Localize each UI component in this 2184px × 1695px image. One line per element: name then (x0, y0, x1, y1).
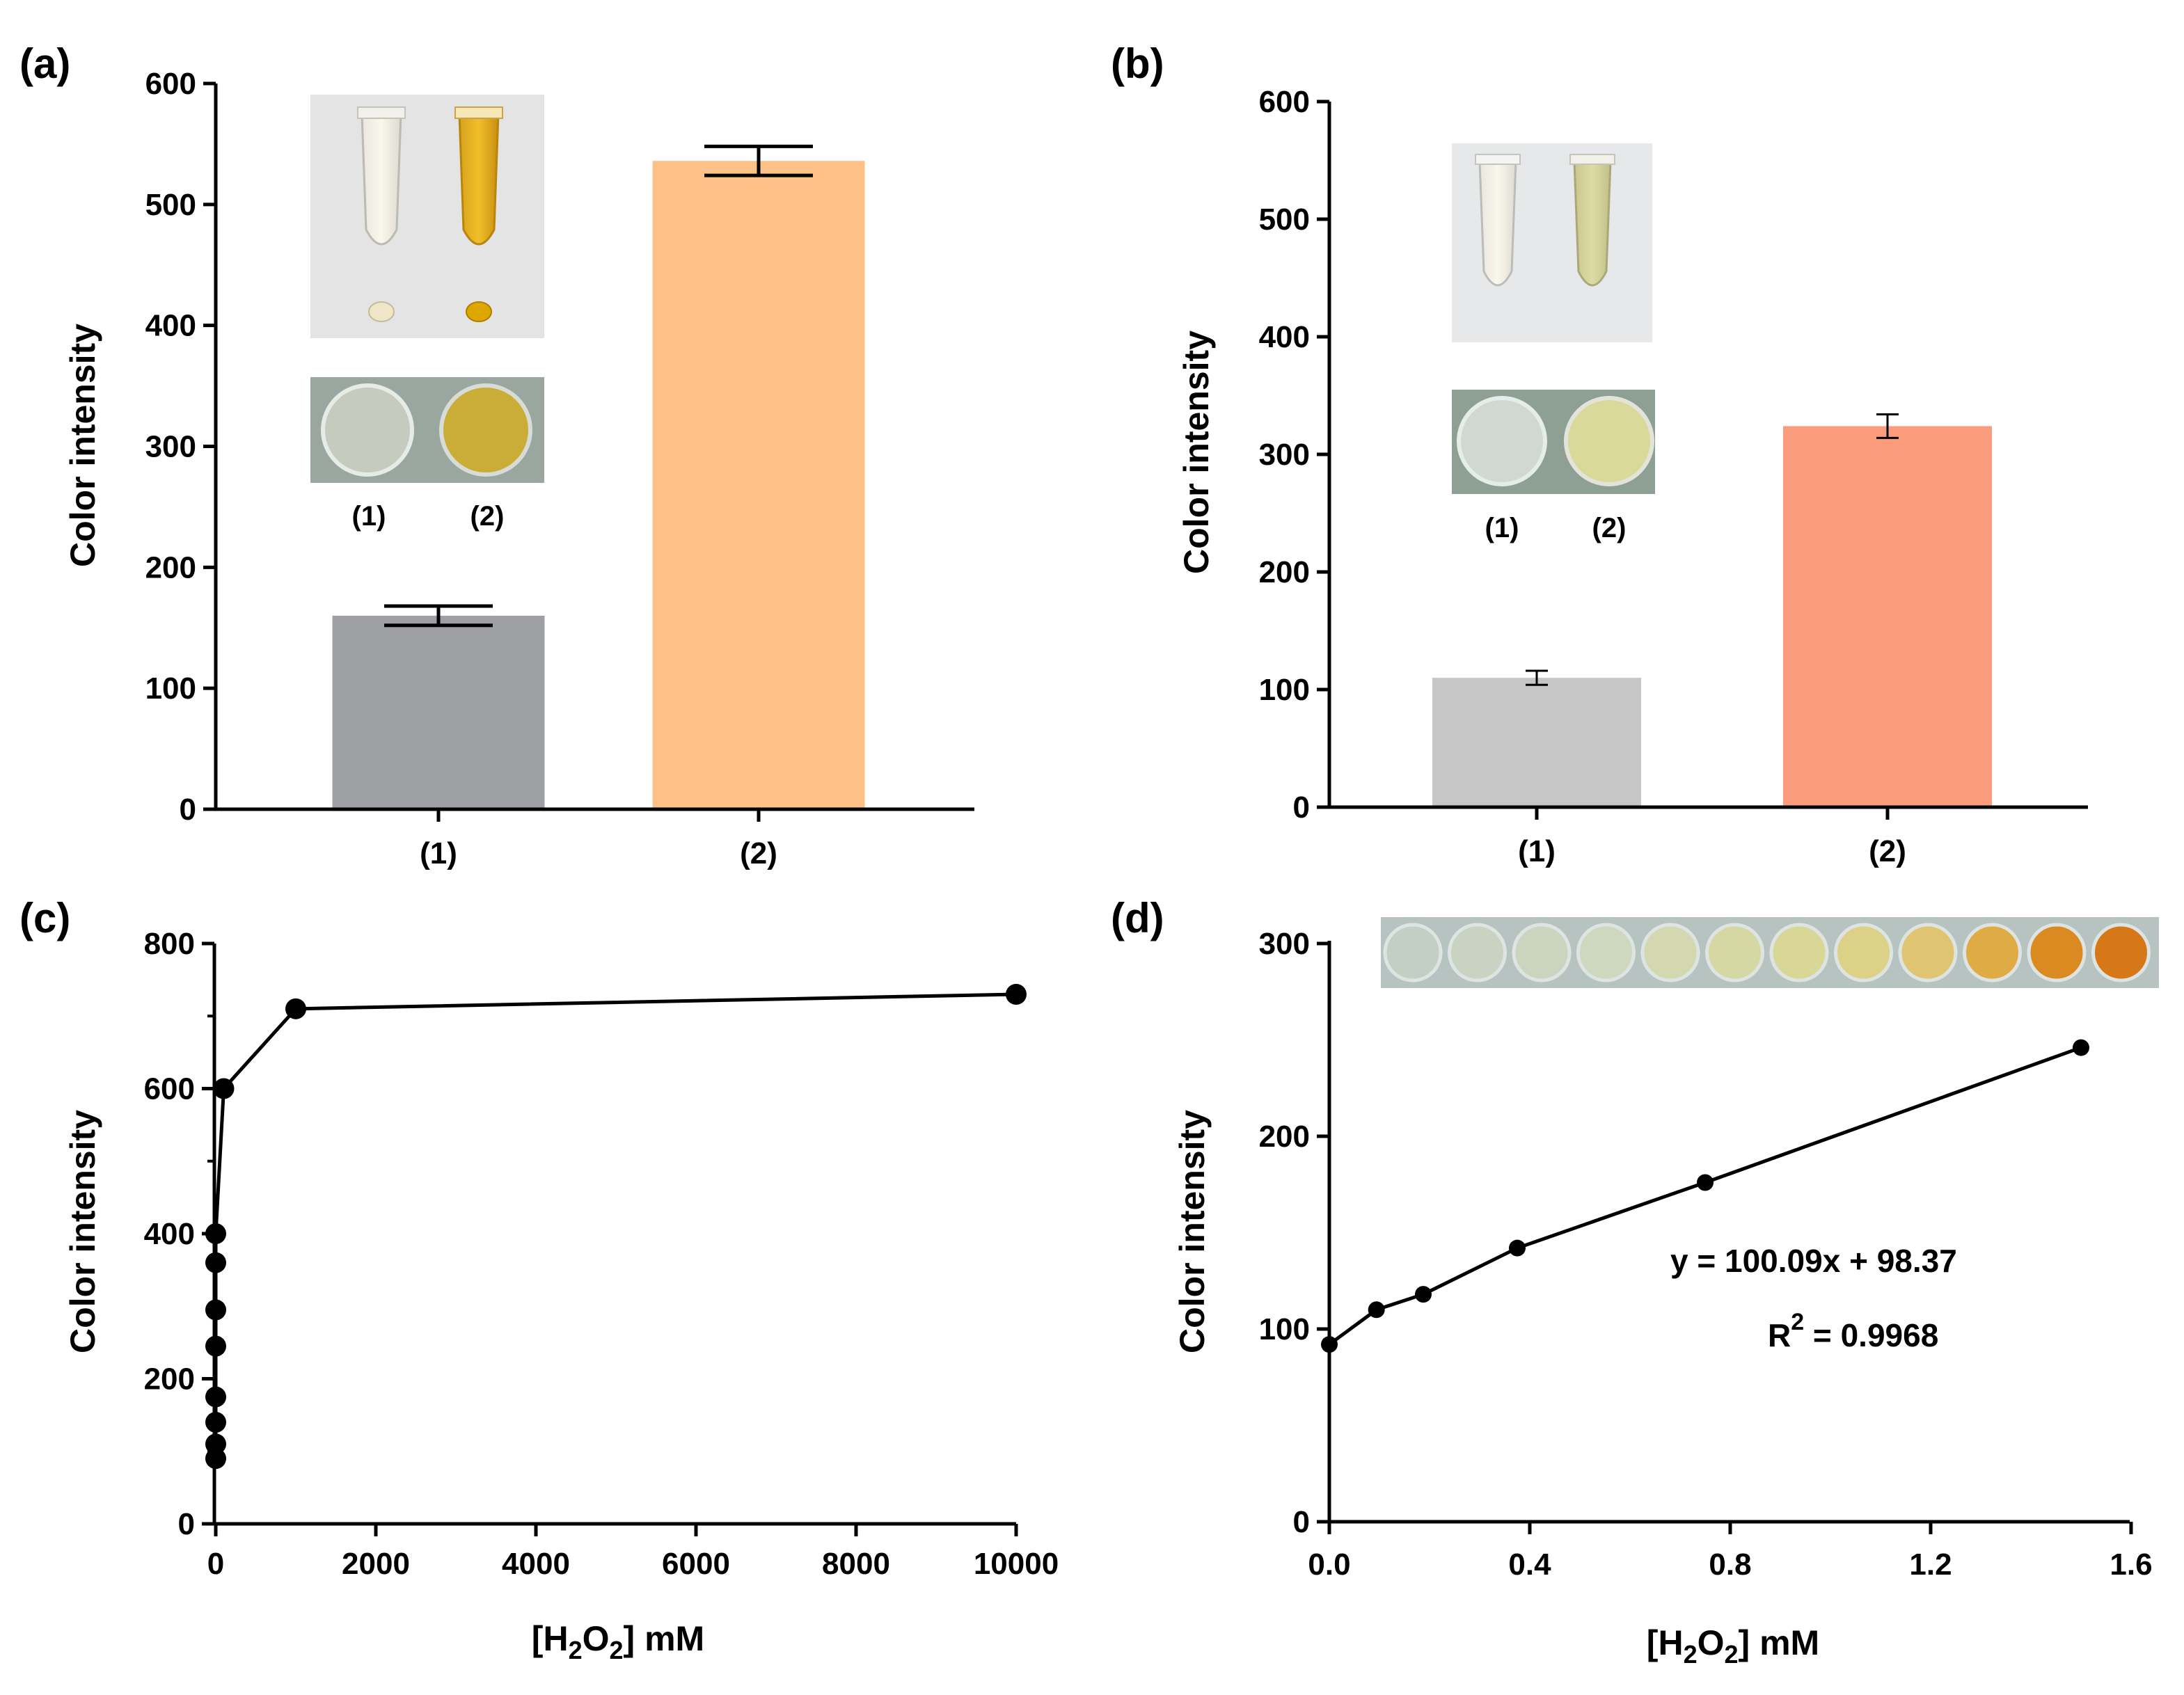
x-tick-label: (1) (420, 836, 457, 870)
x-tick-label: 6000 (662, 1547, 730, 1581)
x-tick-label: 0.4 (1508, 1547, 1551, 1582)
data-point (1006, 983, 1027, 1005)
y-tick-label: 600 (145, 67, 196, 101)
x-tick-label: (1) (1518, 834, 1556, 868)
panel-a-label: (a) (19, 40, 70, 87)
panel-b-y-label: Color intensity (1177, 331, 1216, 574)
panel-c-label: (c) (19, 895, 70, 941)
panel-c-series (205, 983, 1027, 1470)
panel-a-y-ticks: 0 100 200 300 400 500 600 (145, 67, 216, 827)
y-tick-label: 600 (144, 1072, 195, 1106)
y-tick-label: 100 (145, 671, 196, 706)
x-tick-label: 4000 (502, 1547, 570, 1581)
y-tick-label: 200 (144, 1362, 195, 1396)
y-tick-label: 0 (1293, 1505, 1310, 1539)
strip-well (1448, 923, 1507, 982)
y-tick-label: 100 (1259, 1312, 1310, 1346)
y-tick-label: 600 (1259, 85, 1310, 119)
panel-c-x-label: [H2O2] mM (532, 1619, 704, 1664)
data-point (285, 998, 306, 1019)
x-tick-label: (2) (740, 836, 777, 870)
data-point (1697, 1174, 1714, 1191)
x-tick-label: 0.0 (1308, 1547, 1350, 1582)
y-tick-label: 300 (145, 430, 196, 464)
x-tick-label: (2) (1869, 834, 1906, 868)
y-tick-label: 500 (1259, 202, 1310, 237)
panel-a-tube-photo (310, 95, 544, 338)
bar-2 (652, 161, 865, 810)
panel-a-well-photo (310, 377, 544, 483)
y-tick-label: 200 (145, 550, 196, 584)
panel-b-y-ticks: 0 100 200 300 400 500 600 (1259, 85, 1329, 825)
strip-well (1963, 923, 2022, 982)
y-tick-label: 100 (1259, 673, 1310, 707)
bar-1 (1432, 678, 1641, 807)
strip-well (1512, 923, 1572, 982)
y-tick-label: 200 (1259, 555, 1310, 589)
panel-a-bars: (1) (2) (332, 144, 865, 870)
panel-a-inset-label-1: (1) (352, 501, 386, 532)
panel-d-x-label: [H2O2] mM (1647, 1623, 1819, 1669)
series-line (214, 992, 1017, 1459)
panel-a: (a) 0 100 200 300 400 500 600 (1) (2) Color int… (19, 40, 974, 870)
panel-d-series (1321, 1039, 2089, 1353)
x-tick-label: 10000 (974, 1547, 1059, 1581)
panel-d-color-strip (1381, 917, 2159, 988)
strip-well (1769, 923, 1829, 982)
x-tick-label: 1.2 (1909, 1547, 1952, 1582)
panel-d-equation: y = 100.09x + 98.37 (1670, 1243, 1957, 1279)
panel-d-y-label: Color intensity (1173, 1110, 1212, 1353)
panel-b: (b) 0 100 200 300 400 500 600 (1) (2) Color int… (1111, 40, 2088, 868)
x-tick-label: 8000 (822, 1547, 890, 1581)
y-tick-label: 200 (1259, 1120, 1310, 1154)
panel-b-label: (b) (1111, 40, 1164, 87)
x-tick-label: 0.8 (1709, 1547, 1751, 1582)
panel-d-label: (d) (1111, 895, 1164, 941)
data-point (2073, 1039, 2089, 1056)
panel-d-r2: R2 = 0.9968 (1768, 1309, 1938, 1353)
strip-well (2027, 923, 2087, 982)
series-line (1328, 1046, 2082, 1346)
y-tick-label: 400 (1259, 320, 1310, 354)
panel-b-well-photo (1452, 390, 1655, 494)
panel-b-bars: (1) (2) (1432, 413, 1992, 868)
panel-a-inset-label-2: (2) (470, 501, 505, 532)
y-tick-label: 300 (1259, 927, 1310, 961)
data-point (213, 1078, 235, 1099)
x-tick-label: 2000 (342, 1547, 410, 1581)
data-point (1368, 1301, 1385, 1319)
data-point (1415, 1286, 1432, 1303)
panel-b-inset-label-1: (1) (1485, 513, 1519, 543)
strip-well (1576, 923, 1636, 982)
strip-well (1640, 923, 1700, 982)
x-tick-label: 0 (207, 1547, 224, 1581)
x-tick-label: 1.6 (2110, 1547, 2152, 1582)
strip-well (1898, 923, 1958, 982)
y-tick-label: 800 (144, 927, 195, 961)
panel-b-inset-label-2: (2) (1592, 513, 1627, 543)
y-tick-label: 0 (1293, 790, 1310, 825)
strip-well (2091, 923, 2151, 982)
strip-well (1383, 923, 1443, 982)
y-tick-label: 400 (145, 309, 196, 343)
panel-b-tube-photo (1452, 143, 1652, 342)
bar-1 (332, 615, 545, 809)
strip-well (1705, 923, 1764, 982)
panel-a-y-label: Color intensity (63, 324, 102, 567)
y-tick-label: 300 (1259, 438, 1310, 472)
panel-c-y-label: Color intensity (63, 1110, 102, 1353)
y-tick-label: 500 (145, 188, 196, 222)
y-tick-label: 400 (144, 1217, 195, 1251)
data-point (1509, 1239, 1526, 1257)
bar-2 (1783, 426, 1992, 807)
panel-d-ticks: 0 100 200 300 0.0 0.4 0.8 1.2 1.6 (1259, 927, 2153, 1582)
strip-well (1834, 923, 1893, 982)
y-tick-label: 0 (180, 793, 196, 827)
panel-d: (d) 0 100 200 300 0.0 0.4 0.8 1.2 1.6 Color inte… (1111, 895, 2159, 1669)
y-tick-label: 0 (178, 1507, 195, 1541)
